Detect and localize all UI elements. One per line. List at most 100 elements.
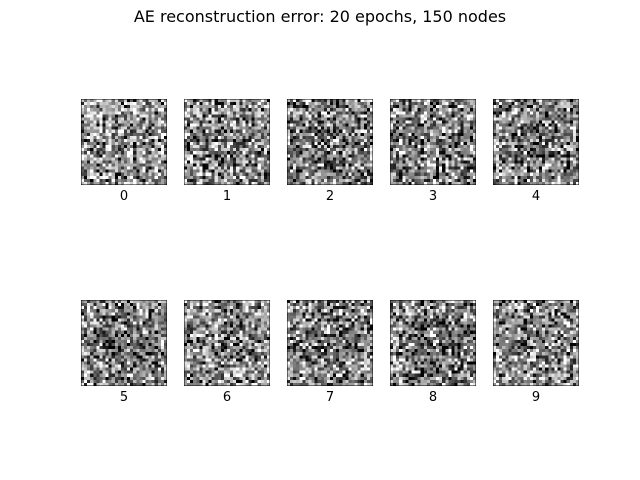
heatmap-cell [220,142,224,146]
heatmap-cell [139,364,143,368]
heatmap-cell [420,154,424,158]
heatmap-cell [205,321,209,325]
heatmap-cell [205,175,209,179]
heatmap-cell [148,376,152,380]
heatmap-cell [124,117,128,121]
heatmap-cell [202,300,206,304]
heatmap-cell [139,108,143,112]
heatmap-cell [348,114,352,118]
heatmap-cell [154,330,158,334]
heatmap-cell [569,142,573,146]
heatmap-cell [90,102,94,106]
heatmap-cell [499,172,503,176]
heatmap-cell [308,175,312,179]
heatmap-cell [393,181,397,185]
heatmap-cell [130,349,134,353]
heatmap-cell [151,382,155,386]
heatmap-cell [523,135,527,139]
heatmap-cell [460,99,464,103]
heatmap-cell [542,154,546,158]
heatmap-cell [572,157,576,161]
heatmap-cell [93,382,97,386]
heatmap-cell [417,114,421,118]
heatmap-cell [569,114,573,118]
heatmap-cell [354,99,358,103]
heatmap-cell [433,105,437,109]
heatmap-cell [499,169,503,173]
heatmap-cell [223,108,227,112]
heatmap-cell [96,123,100,127]
heatmap-cell [223,148,227,152]
heatmap-cell [260,169,264,173]
heatmap-cell [90,318,94,322]
heatmap-cell [142,349,146,353]
heatmap-cell [405,120,409,124]
heatmap-cell [445,178,449,182]
heatmap-cell [457,114,461,118]
heatmap-cell [163,138,167,142]
heatmap-cell [348,169,352,173]
heatmap-cell [396,132,400,136]
heatmap-cell [145,355,149,359]
heatmap-cell [366,108,370,112]
heatmap-cell [411,154,415,158]
heatmap-cell [102,117,106,121]
heatmap-cell [393,169,397,173]
heatmap-cell [396,114,400,118]
heatmap-cell [529,166,533,170]
heatmap-cell [102,166,106,170]
heatmap-cell [139,333,143,337]
heatmap-cell [429,175,433,179]
heatmap-cell [102,105,106,109]
heatmap-cell [187,108,191,112]
heatmap-cell [148,135,152,139]
heatmap-cell [145,324,149,328]
heatmap-cell [87,309,91,313]
heatmap-cell [136,318,140,322]
heatmap-cell [472,117,476,121]
heatmap-cell [575,178,579,182]
heatmap-cell [111,117,115,121]
heatmap-cell [230,123,234,127]
heatmap-cell [160,99,164,103]
heatmap-cell [302,129,306,133]
heatmap-cell [199,175,203,179]
heatmap-cell [196,312,200,316]
heatmap-cell [151,324,155,328]
heatmap-cell [290,157,294,161]
heatmap-cell [87,364,91,368]
heatmap-cell [354,126,358,130]
heatmap-cell [339,123,343,127]
heatmap-cell [142,312,146,316]
heatmap-cell [469,123,473,127]
heatmap-cell [90,349,94,353]
heatmap-cell [548,102,552,106]
heatmap-cell [124,364,128,368]
heatmap-cell [105,151,109,155]
heatmap-cell [227,129,231,133]
heatmap-cell [357,105,361,109]
heatmap-cell [133,333,137,337]
heatmap-cell [302,181,306,185]
heatmap-cell [81,129,85,133]
heatmap-cell [311,138,315,142]
heatmap-cell [296,99,300,103]
heatmap-cell [208,306,212,310]
heatmap-cell [299,105,303,109]
heatmap-cell [411,135,415,139]
heatmap-cell [242,123,246,127]
heatmap-cell [469,175,473,179]
heatmap-cell [96,361,100,365]
heatmap-cell [323,117,327,121]
heatmap-cell [405,102,409,106]
heatmap-cell [448,108,452,112]
heatmap-cell [542,126,546,130]
heatmap-cell [136,370,140,374]
heatmap-panel-0 [81,99,167,185]
heatmap-cell [145,142,149,146]
heatmap-cell [120,132,124,136]
heatmap-cell [442,154,446,158]
heatmap-cell [369,151,373,155]
heatmap-cell [351,129,355,133]
heatmap-cell [496,163,500,167]
